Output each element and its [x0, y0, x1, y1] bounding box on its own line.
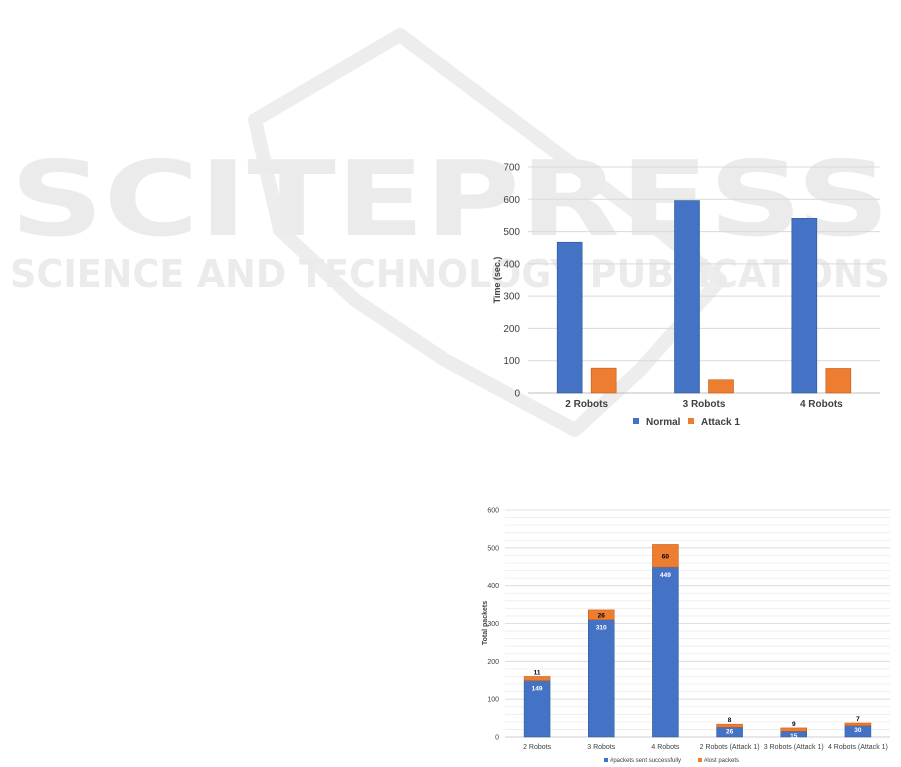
chart2-bar-packets-sent-successfully-2-robots: [523, 680, 551, 738]
chart1-y-tick-label: 700: [503, 163, 520, 174]
chart2-legend-label-packets-sent-successfully: #packets sent successfully: [610, 758, 681, 764]
chart2-data-label-sent: 15: [790, 733, 798, 740]
time-chart: Time (sec.) 0 100 200 300 400 500 600 700 2 Rob…: [492, 163, 880, 428]
chart1-x-tick-label: 3 Robots: [683, 399, 726, 410]
chart1-bar-normal-4-robots: [791, 218, 818, 394]
chart1-legend-label-normal: Normal: [646, 417, 681, 428]
chart2-data-label-lost: 26: [598, 612, 606, 619]
chart1-bar-normal-2-robots: [556, 241, 583, 394]
chart2-data-label-lost: 8: [728, 717, 732, 724]
chart2-x-tick-label: 2 Robots: [523, 744, 552, 751]
chart2-data-label-sent: 30: [854, 727, 862, 734]
chart2-y-tick-label: 0: [495, 735, 499, 742]
chart2-data-label-sent: 149: [532, 686, 543, 693]
chart2-x-tick-label: 3 Robots (Attack 1): [764, 744, 824, 751]
chart2-bar-lost-packets-4-robots: [652, 544, 679, 568]
chart2-data-label-lost: 11: [534, 669, 541, 676]
chart1-x-tick-label: 2 Robots: [565, 399, 608, 410]
chart2-y-tick-label: 400: [487, 583, 499, 590]
chart2-x-tick-label: 3 Robots: [587, 744, 616, 751]
chart2-bar-packets-sent-successfully-4-robots: [652, 566, 679, 738]
chart1-legend: Normal Attack 1: [633, 417, 740, 428]
watermark-tagline-text: SCIENCE AND TECHNOLOGY PUBLICATIONS: [10, 252, 890, 296]
chart1-legend-label-attack-1: Attack 1: [701, 417, 740, 428]
chart1-y-axis-label: Time (sec.): [492, 257, 502, 304]
chart2-bar-lost-packets-3-robots-attack-1: [780, 727, 807, 732]
chart2-bar-packets-sent-successfully-3-robots: [588, 619, 615, 738]
chart2-y-axis-label: Total packets: [482, 601, 489, 645]
chart1-bar-attack-1-2-robots: [590, 367, 617, 394]
chart2-legend-swatch-packets-sent-successfully: [604, 758, 608, 762]
publisher-watermark: SCITEPRESS SCIENCE AND TECHNOLOGY PUBLIC…: [10, 28, 890, 437]
chart1-x-tick-label: 4 Robots: [800, 399, 843, 410]
chart1-y-tick-label: 500: [503, 227, 520, 238]
chart2-y-tick-label: 500: [487, 545, 499, 552]
chart1-bar-attack-1-4-robots: [825, 368, 852, 394]
chart2-x-tick-label: 4 Robots (Attack 1): [828, 744, 888, 751]
chart2-bar-lost-packets-2-robots: [523, 676, 551, 681]
chart2-y-tick-label: 200: [487, 659, 499, 666]
chart1-y-tick-label: 100: [503, 356, 520, 367]
chart2-data-label-sent: 310: [596, 625, 607, 632]
chart2-y-tick-label: 600: [487, 508, 499, 515]
chart2-bar-lost-packets-4-robots-attack-1: [844, 722, 872, 726]
watermark-book-logo: [248, 28, 727, 437]
chart1-y-tick-label: 200: [503, 324, 520, 335]
chart1-y-tick-label: 0: [514, 389, 520, 400]
chart2-bar-lost-packets-2-robots-attack-1: [716, 723, 743, 728]
chart2-y-tick-label: 300: [487, 621, 499, 628]
chart2-legend-label-lost-packets: #lost packets: [704, 758, 739, 764]
chart2-x-tick-label: 4 Robots: [651, 744, 680, 751]
chart1-y-tick-label: 400: [503, 259, 520, 270]
chart1-legend-swatch-attack-1: [688, 418, 694, 424]
chart2-data-label-lost: 9: [792, 721, 796, 728]
chart2-data-label-lost: 7: [856, 716, 860, 723]
chart1-bar-attack-1-3-robots: [708, 379, 734, 394]
chart1-legend-swatch-normal: [633, 418, 639, 424]
chart1-bar-normal-3-robots: [674, 200, 700, 394]
chart1-y-tick-label: 600: [503, 195, 520, 206]
chart2-x-tick-label: 2 Robots (Attack 1): [700, 744, 760, 751]
chart2-data-label-lost: 60: [662, 553, 670, 560]
chart2-legend: #packets sent successfully #lost packets: [604, 758, 739, 764]
packets-chart: Total packets 0 100 200 300 400 500 600 149 11 3…: [482, 508, 890, 764]
chart2-data-label-sent: 449: [660, 572, 671, 579]
chart2-y-tick-label: 100: [487, 697, 499, 704]
chart2-legend-swatch-lost-packets: [698, 758, 702, 762]
chart2-data-label-sent: 26: [726, 729, 734, 736]
chart1-y-tick-label: 300: [503, 292, 520, 303]
chart2-bar-lost-packets-3-robots: [588, 609, 615, 620]
